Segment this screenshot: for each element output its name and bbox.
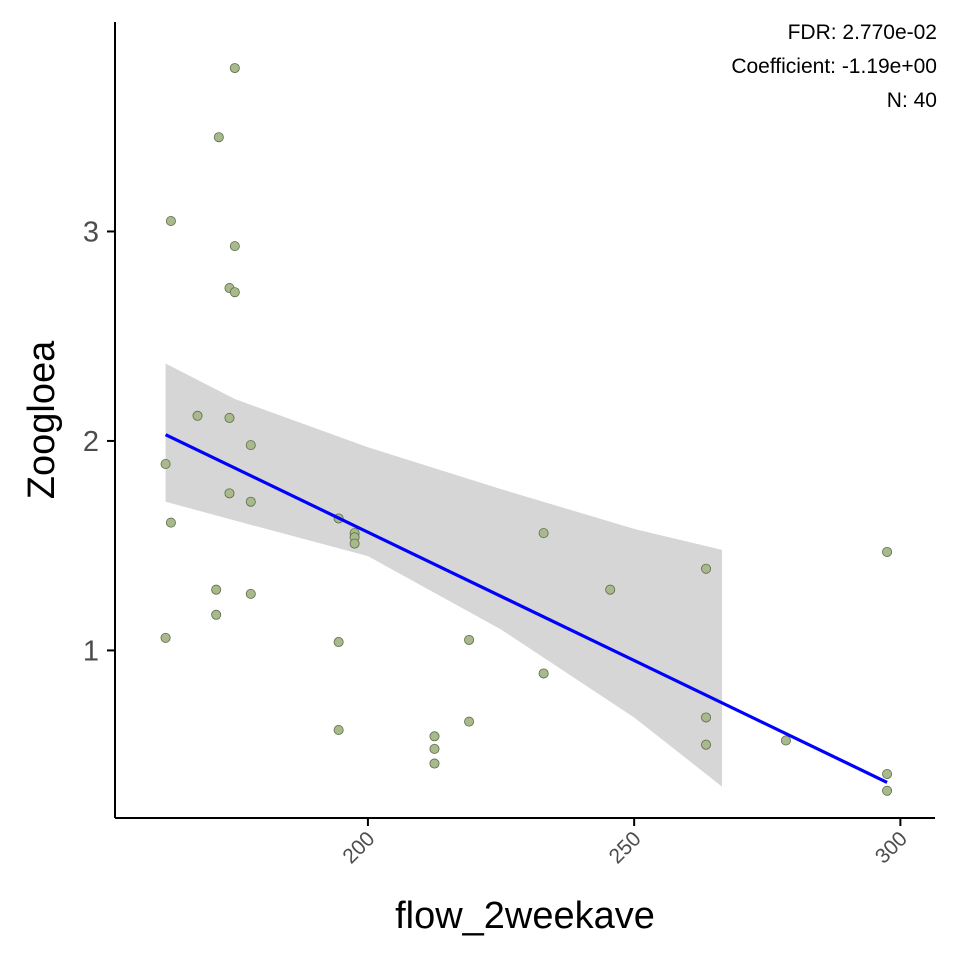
- data-point: [245, 440, 256, 451]
- stat-annotation: FDR: 2.770e-02: [788, 21, 937, 44]
- data-point: [213, 132, 224, 143]
- stat-annotation: Coefficient: -1.19e+00: [731, 55, 937, 78]
- data-point: [229, 63, 240, 74]
- data-point: [211, 584, 222, 595]
- data-point: [701, 563, 712, 574]
- confidence-band-layer: [165, 363, 723, 787]
- data-point: [882, 546, 893, 557]
- data-point: [245, 588, 256, 599]
- data-point: [229, 241, 240, 252]
- data-point: [192, 410, 203, 421]
- data-point: [224, 412, 235, 423]
- data-point: [160, 458, 171, 469]
- data-point: [349, 538, 360, 549]
- x-axis-title: flow_2weekave: [395, 895, 655, 937]
- data-point: [882, 785, 893, 796]
- data-point: [429, 758, 440, 769]
- data-point: [538, 528, 549, 539]
- data-point: [333, 637, 344, 648]
- data-point: [464, 716, 475, 727]
- x-tick-label: 200: [338, 827, 379, 868]
- data-point: [211, 609, 222, 620]
- axes-layer: [114, 22, 935, 819]
- data-point: [165, 517, 176, 528]
- data-point: [464, 634, 475, 645]
- data-point: [165, 215, 176, 226]
- data-point: [780, 735, 791, 746]
- data-point: [429, 731, 440, 742]
- regression-line-layer: [164, 433, 888, 784]
- points-layer: [160, 63, 893, 796]
- data-point: [882, 769, 893, 780]
- data-point: [224, 488, 235, 499]
- x-tick-label: 250: [605, 827, 646, 868]
- annotations-layer: FDR: 2.770e-02 Coefficient: -1.19e+00 N: 4…: [731, 21, 937, 112]
- data-point: [429, 743, 440, 754]
- data-point: [605, 584, 616, 595]
- y-tick-label: 3: [83, 216, 99, 248]
- y-axis-title: Zoogloea: [21, 340, 63, 499]
- regression-line: [164, 433, 888, 784]
- x-tick-label: 300: [871, 827, 912, 868]
- data-point: [160, 632, 171, 643]
- y-tick-label: 1: [83, 635, 99, 667]
- data-point: [245, 496, 256, 507]
- y-tick-label: 2: [83, 426, 99, 458]
- stat-annotation: N: 40: [887, 89, 937, 112]
- data-point: [229, 287, 240, 298]
- data-point: [701, 712, 712, 723]
- confidence-band: [165, 363, 723, 787]
- data-point: [333, 725, 344, 736]
- data-point: [538, 668, 549, 679]
- data-point: [701, 739, 712, 750]
